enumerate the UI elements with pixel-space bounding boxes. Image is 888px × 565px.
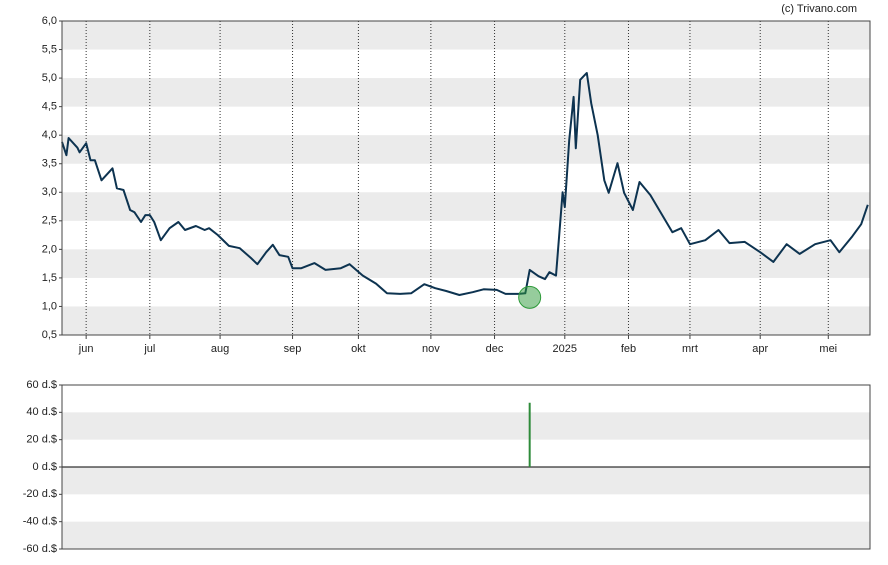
grid-band <box>62 306 870 335</box>
event-marker <box>518 285 542 309</box>
y-tick-label: 3,0 <box>42 186 57 198</box>
grid-band <box>62 78 870 107</box>
grid-band <box>62 412 870 440</box>
y-tick-label: 1,0 <box>42 300 57 312</box>
grid-band <box>62 521 870 549</box>
y-tick-label: 2,5 <box>42 215 57 227</box>
y-tick-label: 6,0 <box>42 15 57 27</box>
y-tick-label: 4,0 <box>42 129 57 141</box>
y-tick-label: 0 d.$ <box>33 461 57 473</box>
plot-frame <box>61 20 871 336</box>
plot-frame <box>61 384 871 550</box>
x-tick-label: apr <box>752 343 768 355</box>
x-tick-label: feb <box>621 343 636 355</box>
x-tick-label: dec <box>486 343 504 355</box>
y-tick-label: -60 d.$ <box>23 543 57 555</box>
y-tick-label: -20 d.$ <box>23 488 57 500</box>
credit: (c) Trivano.com <box>781 3 857 15</box>
plot-area <box>62 21 870 335</box>
price-line <box>61 72 869 296</box>
grid-band <box>62 192 870 221</box>
x-tick-label: sep <box>284 343 302 355</box>
grid-band <box>62 21 870 50</box>
x-tick-label: aug <box>211 343 229 355</box>
y-tick-label: 5,0 <box>42 72 57 84</box>
x-tick-label: jun <box>78 343 94 355</box>
x-tick-label: 2025 <box>553 343 577 355</box>
y-tick-label: 0,5 <box>42 329 57 341</box>
y-tick-label: 40 d.$ <box>26 406 57 418</box>
grid-band <box>62 249 870 278</box>
y-tick-label: 2,0 <box>42 243 57 255</box>
grid-band <box>62 467 870 495</box>
y-tick-label: 1,5 <box>42 272 57 284</box>
grid-band <box>62 135 870 164</box>
y-tick-label: 3,5 <box>42 158 57 170</box>
y-tick-label: 5,5 <box>42 43 57 55</box>
x-tick-label: mrt <box>682 343 698 355</box>
x-tick-label: mei <box>819 343 837 355</box>
x-tick-label: nov <box>422 343 440 355</box>
y-tick-label: -40 d.$ <box>23 516 57 528</box>
y-tick-label: 20 d.$ <box>26 434 57 446</box>
x-tick-label: jul <box>143 343 155 355</box>
y-tick-label: 4,5 <box>42 101 57 113</box>
y-tick-label: 60 d.$ <box>26 379 57 391</box>
x-tick-label: okt <box>351 343 366 355</box>
